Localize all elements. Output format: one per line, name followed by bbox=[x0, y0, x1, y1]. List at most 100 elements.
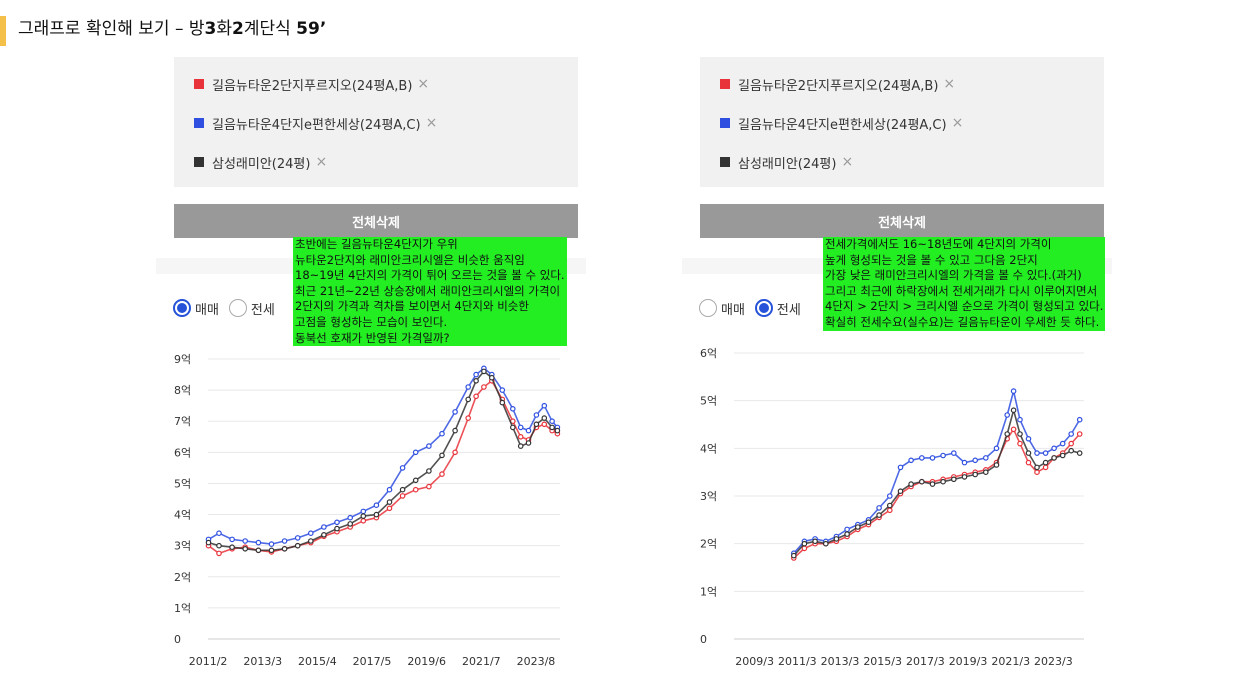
data-point bbox=[876, 512, 882, 518]
page-title-bold-3: 59’ bbox=[296, 19, 327, 39]
data-point bbox=[452, 427, 458, 434]
data-point bbox=[509, 424, 516, 431]
remove-icon[interactable]: × bbox=[943, 76, 956, 92]
data-point bbox=[321, 531, 327, 538]
sale-radio[interactable] bbox=[699, 299, 717, 317]
data-point bbox=[294, 535, 301, 541]
data-point bbox=[473, 393, 479, 400]
data-point bbox=[812, 538, 818, 545]
legend-label: 길음뉴타운2단지푸르지오(24평A,B) bbox=[738, 78, 939, 94]
data-point bbox=[216, 550, 222, 557]
delete-all-button[interactable]: 전체삭제 bbox=[700, 204, 1104, 238]
red-swatch bbox=[194, 79, 204, 89]
remove-icon[interactable]: × bbox=[841, 154, 854, 170]
data-point bbox=[399, 493, 406, 499]
y-tick-label: 5억 bbox=[700, 395, 717, 408]
data-point bbox=[294, 542, 301, 549]
data-point bbox=[791, 552, 797, 559]
page-title-bold-1: 3 bbox=[204, 19, 217, 39]
data-point bbox=[982, 469, 989, 476]
data-point bbox=[1059, 440, 1066, 447]
data-point bbox=[533, 412, 540, 418]
data-point bbox=[887, 507, 893, 514]
x-tick-label: 2017/3 bbox=[906, 655, 945, 668]
data-point bbox=[452, 409, 458, 415]
data-point bbox=[412, 449, 419, 456]
y-tick-label: 8억 bbox=[174, 384, 191, 397]
data-point bbox=[919, 455, 925, 461]
data-point bbox=[549, 418, 555, 425]
x-tick-label: 2021/3 bbox=[991, 655, 1030, 668]
data-point bbox=[412, 477, 419, 484]
page-title-bold-2: 2 bbox=[232, 19, 244, 39]
legend-item-raemian: 삼성래미안(24평) × bbox=[720, 152, 853, 172]
data-point bbox=[205, 539, 212, 546]
data-point bbox=[229, 544, 235, 551]
x-tick-label: 2019/3 bbox=[949, 655, 988, 668]
data-point bbox=[465, 396, 472, 403]
data-point bbox=[465, 384, 472, 390]
data-point bbox=[268, 541, 275, 547]
data-point bbox=[1010, 426, 1017, 433]
data-point bbox=[1042, 450, 1049, 456]
data-point bbox=[1004, 431, 1011, 437]
data-point bbox=[1004, 412, 1011, 418]
remove-icon[interactable]: × bbox=[951, 115, 964, 131]
data-point bbox=[386, 505, 393, 512]
data-point bbox=[509, 405, 516, 412]
data-point bbox=[919, 478, 925, 485]
data-point bbox=[426, 468, 432, 474]
data-point bbox=[549, 424, 555, 431]
remove-icon[interactable]: × bbox=[417, 76, 430, 92]
data-point bbox=[242, 545, 249, 552]
black-swatch bbox=[194, 157, 204, 167]
data-point bbox=[950, 450, 957, 456]
y-tick-label: 7억 bbox=[174, 415, 191, 428]
data-point bbox=[801, 545, 808, 552]
data-point bbox=[865, 519, 872, 526]
page-title-mid: 화 bbox=[216, 19, 232, 39]
x-tick-label: 2009/3 bbox=[735, 655, 774, 668]
data-point bbox=[844, 531, 850, 537]
page-title-suffix: 계단식 bbox=[243, 19, 297, 39]
y-tick-label: 2억 bbox=[174, 571, 191, 584]
data-point bbox=[876, 505, 882, 511]
data-point bbox=[961, 474, 968, 480]
data-point bbox=[887, 502, 893, 509]
y-tick-label: 1억 bbox=[700, 585, 717, 598]
legend-item-complex-2: 길음뉴타운2단지푸르지오(24평A,B) × bbox=[194, 74, 429, 94]
data-point bbox=[334, 525, 340, 532]
blue-swatch bbox=[194, 118, 204, 128]
data-point bbox=[360, 517, 367, 524]
data-point bbox=[801, 540, 808, 547]
data-point bbox=[1068, 431, 1075, 437]
delete-all-button[interactable]: 전체삭제 bbox=[174, 204, 578, 238]
data-point bbox=[972, 471, 979, 478]
data-point bbox=[373, 511, 380, 518]
data-point bbox=[897, 464, 904, 471]
black-swatch bbox=[720, 157, 730, 167]
remove-icon[interactable]: × bbox=[315, 154, 328, 170]
data-point bbox=[961, 459, 968, 466]
data-point bbox=[940, 478, 946, 485]
data-point bbox=[488, 374, 495, 381]
y-tick-label: 4억 bbox=[700, 442, 717, 455]
x-tick-label: 2011/3 bbox=[778, 655, 817, 668]
rent-radio[interactable] bbox=[754, 299, 773, 317]
data-point bbox=[1076, 431, 1083, 437]
data-point bbox=[897, 488, 904, 495]
data-point bbox=[1034, 464, 1040, 471]
data-point bbox=[308, 538, 314, 544]
data-point bbox=[386, 499, 393, 505]
rent-radio[interactable] bbox=[228, 299, 247, 317]
data-point bbox=[855, 524, 861, 530]
sale-radio[interactable] bbox=[173, 299, 191, 317]
data-point bbox=[1010, 388, 1017, 394]
selected-complex-list: 길음뉴타운2단지푸르지오(24평A,B) × 길음뉴타운4단지e편한세상(24평… bbox=[174, 57, 578, 187]
legend-label: 길음뉴타운2단지푸르지오(24평A,B) bbox=[212, 78, 413, 94]
y-tick-label: 6억 bbox=[174, 446, 191, 459]
data-point bbox=[993, 462, 1000, 468]
remove-icon[interactable]: × bbox=[425, 115, 438, 131]
data-point bbox=[255, 539, 262, 546]
data-point bbox=[929, 455, 936, 461]
